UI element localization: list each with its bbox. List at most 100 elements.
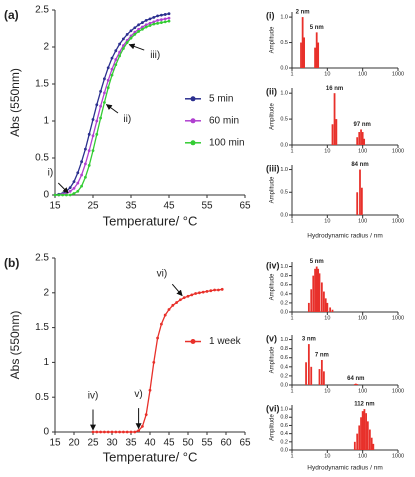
x-tick-label: 25 [87,201,99,212]
data-point [182,296,186,300]
panel-label: (v) [266,333,277,343]
bar [307,302,310,312]
bar [326,302,329,312]
bar [315,266,318,312]
y-axis-label: Amplitude [270,103,276,130]
data-point [114,58,118,61]
x-tick-label: 10 [324,315,330,321]
data-point [141,25,144,29]
bar [324,298,327,312]
x-tick-label: 100 [358,71,367,77]
x-axis-label: Hydrodynamic radius / nm [307,465,383,472]
data-point [103,91,106,95]
y-tick-label: 2 [43,287,49,298]
data-point [114,49,118,53]
bar [353,384,356,385]
data-point [167,308,171,311]
peak-label: 16 nm [326,86,343,92]
data-point [68,186,72,190]
y-tick-label: 0.5 [280,40,288,46]
y-tick-label: 1.0 [280,91,288,97]
legend-label: 1 week [209,336,242,347]
data-point [133,33,137,36]
legend-marker [190,118,196,124]
bar [317,42,320,68]
bar [318,369,321,385]
data-point [76,171,80,175]
data-point [103,101,106,104]
data-point [114,63,118,67]
data-point [152,22,156,26]
peak-label: 5 nm [310,25,324,31]
annotation-arrow [171,283,183,297]
data-point [129,29,133,33]
x-tick-label: 1 [290,388,293,394]
data-point [72,186,76,190]
x-tick-label: 30 [106,438,118,449]
x-tick-label: 1 [290,218,293,224]
data-point [137,30,141,33]
bar [372,443,375,450]
data-point [148,21,152,25]
x-tick-label: 1000 [392,71,404,77]
data-point [91,134,95,138]
x-tick-label: 10 [324,71,330,77]
data-point [72,180,76,184]
panel-label: (ii) [266,86,277,96]
data-point [148,24,152,27]
y-tick-label: 0.8 [280,346,288,352]
peak-label: 7 nm [315,353,329,359]
y-tick-label: 1 [43,116,49,127]
x-tick-label: 45 [163,438,175,449]
data-point [118,42,121,46]
bar [365,413,367,450]
data-point [152,361,156,364]
x-tick-label: 50 [182,438,194,449]
data-point [144,23,148,27]
x-tick-label: 100 [358,148,367,154]
x-tick-label: 1 [290,71,293,77]
data-point [137,23,141,27]
annotation-arrow [105,104,119,114]
data-point [106,430,110,434]
x-tick-label: 25 [87,438,99,449]
y-axis-label: Amplitude [270,176,276,203]
y-axis-label: Amplitude [270,414,276,441]
axis-line [291,88,398,146]
data-point [95,132,99,136]
bar [314,47,316,68]
peak-label: 84 nm [351,162,368,168]
annotation-arrow [128,43,145,51]
data-point [110,67,114,71]
bar [366,421,369,450]
legend-marker [190,96,196,102]
data-point [118,430,121,434]
panel-label: (iii) [266,163,280,173]
data-point [163,20,167,24]
bar [314,268,316,312]
panel-label: (iv) [266,260,280,270]
data-point [129,430,133,434]
y-tick-label: 0.5 [280,190,288,196]
bar [358,132,361,145]
bar [361,411,364,450]
data-point [68,193,72,197]
x-tick-label: 10 [324,388,330,394]
data-point [91,118,95,121]
data-point [114,430,118,434]
data-point [198,291,201,295]
annotation: ii) [123,114,131,125]
y-tick-label: 1.5 [35,322,49,333]
data-point [144,25,148,29]
bar [356,137,359,145]
data-point [201,290,205,294]
y-tick-label: 0.0 [280,309,288,315]
y-axis-label: Abs (550nm) [8,311,22,380]
data-point [87,164,91,167]
x-tick-label: 100 [358,388,367,394]
bar [363,138,366,145]
bar [300,42,302,68]
y-axis-label: Amplitude [270,26,276,53]
y-tick-label: 0.0 [280,382,288,388]
